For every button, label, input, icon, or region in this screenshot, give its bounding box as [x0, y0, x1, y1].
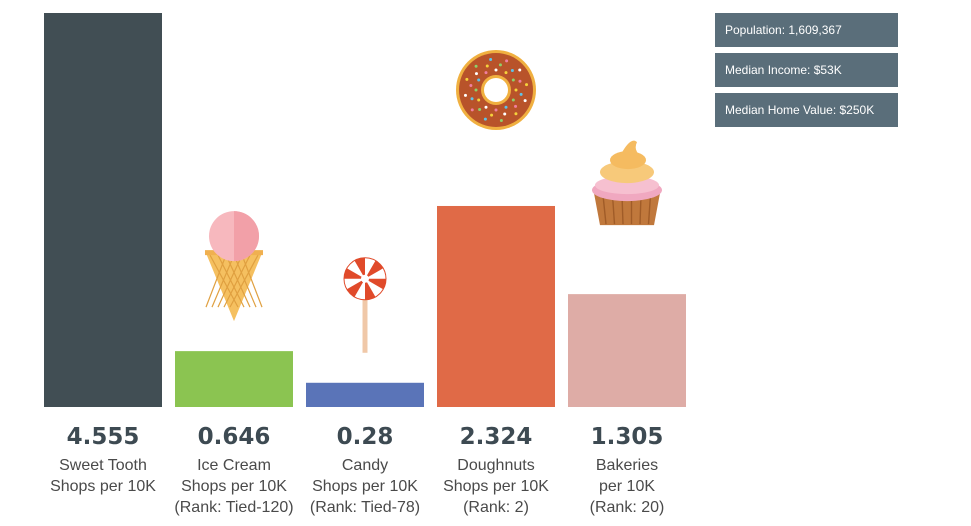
bar-candy — [306, 382, 424, 407]
category-label-line: (Rank: 20) — [589, 499, 665, 516]
stats-panel: Population: 1,609,367 Median Income: $53… — [715, 13, 898, 133]
bar-doughnuts — [437, 205, 555, 407]
ice-cream-icon — [205, 211, 263, 322]
category-label: Sweet Tooth Shops per 10K — [33, 455, 173, 497]
category-label: Ice Cream Shops per 10K (Rank: Tied-120) — [164, 455, 304, 518]
bar-bakeries — [568, 294, 686, 407]
bar-sweet-tooth — [44, 13, 162, 407]
data-label: 0.646 — [197, 424, 271, 450]
category-label-line: Ice Cream — [197, 457, 271, 474]
data-label: 1.305 — [590, 424, 664, 450]
cupcake-icon — [592, 140, 662, 226]
data-label: 2.324 — [459, 424, 533, 450]
category-label-line: Bakeries — [595, 457, 659, 474]
category-label-line: (Rank: Tied-78) — [309, 499, 421, 516]
category-label-line: Doughnuts — [457, 457, 535, 474]
bar-ice-cream — [175, 351, 293, 407]
lollipop-icon — [343, 257, 387, 353]
stat-median-home-value: Median Home Value: $250K — [715, 93, 898, 127]
category-label: Bakeries per 10K (Rank: 20) — [557, 455, 697, 518]
category-label-line: (Rank: Tied-120) — [174, 499, 294, 516]
category-label-line: Shops per 10K — [181, 478, 287, 495]
category-label-line: Shops per 10K — [50, 478, 156, 495]
data-label: 4.555 — [66, 424, 140, 450]
category-label: Candy Shops per 10K (Rank: Tied-78) — [295, 455, 435, 518]
data-label: 0.28 — [336, 424, 394, 450]
doughnut-icon — [456, 49, 536, 130]
category-label-line: Sweet Tooth — [59, 457, 147, 474]
category-label-line: Shops per 10K — [312, 478, 418, 495]
category-label-line: per 10K — [598, 478, 656, 495]
category-label-line: Candy — [341, 457, 389, 474]
stat-median-income: Median Income: $53K — [715, 53, 898, 87]
category-label-line: (Rank: 2) — [463, 499, 529, 516]
category-label: Doughnuts Shops per 10K (Rank: 2) — [426, 455, 566, 518]
stat-population: Population: 1,609,367 — [715, 13, 898, 47]
category-label-line: Shops per 10K — [443, 478, 549, 495]
